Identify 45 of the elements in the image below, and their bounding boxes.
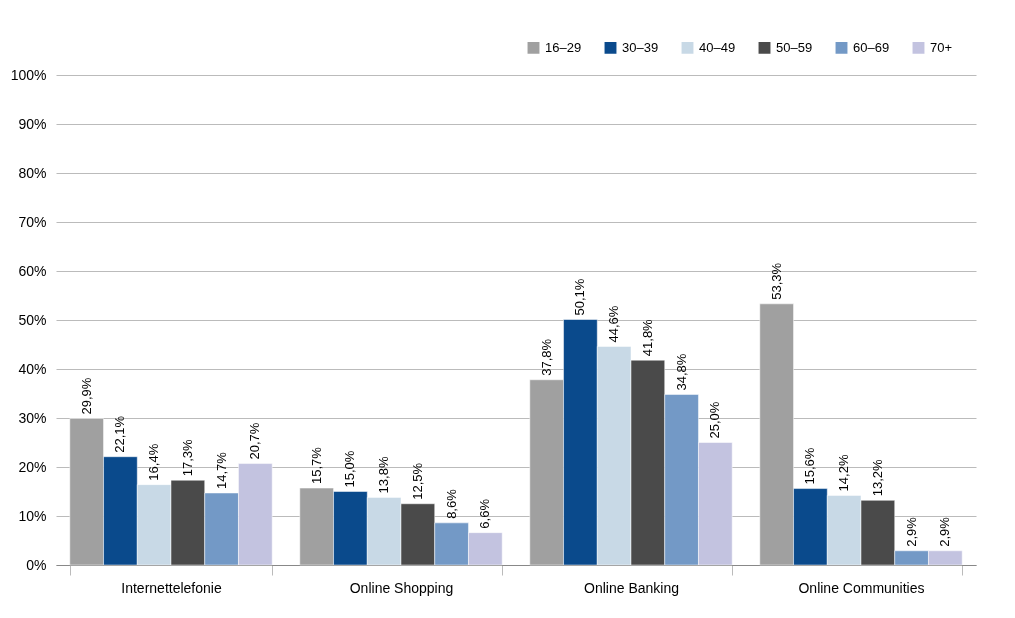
data-label: 2,9%	[903, 516, 919, 547]
y-tick-label: 90%	[18, 115, 47, 132]
data-label: 17,3%	[179, 438, 195, 477]
data-label: 14,7%	[213, 451, 229, 489]
data-label: 53,3%	[768, 262, 784, 300]
data-label: 15,0%	[342, 450, 358, 488]
legend-label: 16–29	[545, 39, 582, 55]
data-label: 37,8%	[538, 338, 554, 376]
y-tick-label: 100%	[10, 66, 47, 83]
data-label: 44,6%	[606, 305, 622, 343]
legend-label: 50–59	[776, 39, 813, 55]
x-tick-label: Online Shopping	[349, 579, 454, 596]
y-tick-label: 0%	[26, 556, 47, 573]
data-label: 34,8%	[673, 353, 689, 391]
x-tick-label: Online Banking	[584, 579, 679, 596]
y-tick-label: 40%	[18, 360, 47, 377]
data-label: 8,6%	[443, 488, 459, 519]
data-label: 41,8%	[639, 318, 655, 357]
legend-label: 60–69	[853, 39, 890, 55]
data-label: 15,7%	[308, 446, 324, 485]
y-tick-label: 10%	[18, 507, 47, 524]
data-label: 16,4%	[146, 443, 162, 481]
data-label: 13,2%	[869, 459, 885, 497]
data-label: 25,0%	[707, 401, 723, 439]
data-label: 13,8%	[376, 456, 392, 494]
data-label: 6,6%	[477, 498, 493, 529]
data-label: 29,9%	[78, 377, 94, 415]
data-label: 14,2%	[836, 454, 852, 492]
y-tick-label: 20%	[18, 458, 47, 475]
y-tick-label: 60%	[18, 262, 47, 279]
data-label: 2,9%	[937, 516, 953, 547]
y-tick-label: 70%	[18, 213, 47, 230]
x-tick-label: Internettelefonie	[121, 579, 222, 596]
y-tick-label: 80%	[18, 164, 47, 181]
data-label: 15,6%	[802, 447, 818, 485]
legend-label: 30–39	[622, 39, 659, 55]
y-tick-label: 50%	[18, 311, 47, 328]
data-label: 12,5%	[409, 462, 425, 500]
data-label: 50,1%	[572, 278, 588, 316]
x-tick-label: Online Communities	[798, 579, 925, 596]
legend-label: 40–49	[699, 39, 736, 55]
legend-label: 70+	[930, 39, 953, 55]
data-label: 20,7%	[247, 422, 263, 460]
y-tick-label: 30%	[18, 409, 47, 426]
data-label: 22,1%	[112, 415, 128, 453]
